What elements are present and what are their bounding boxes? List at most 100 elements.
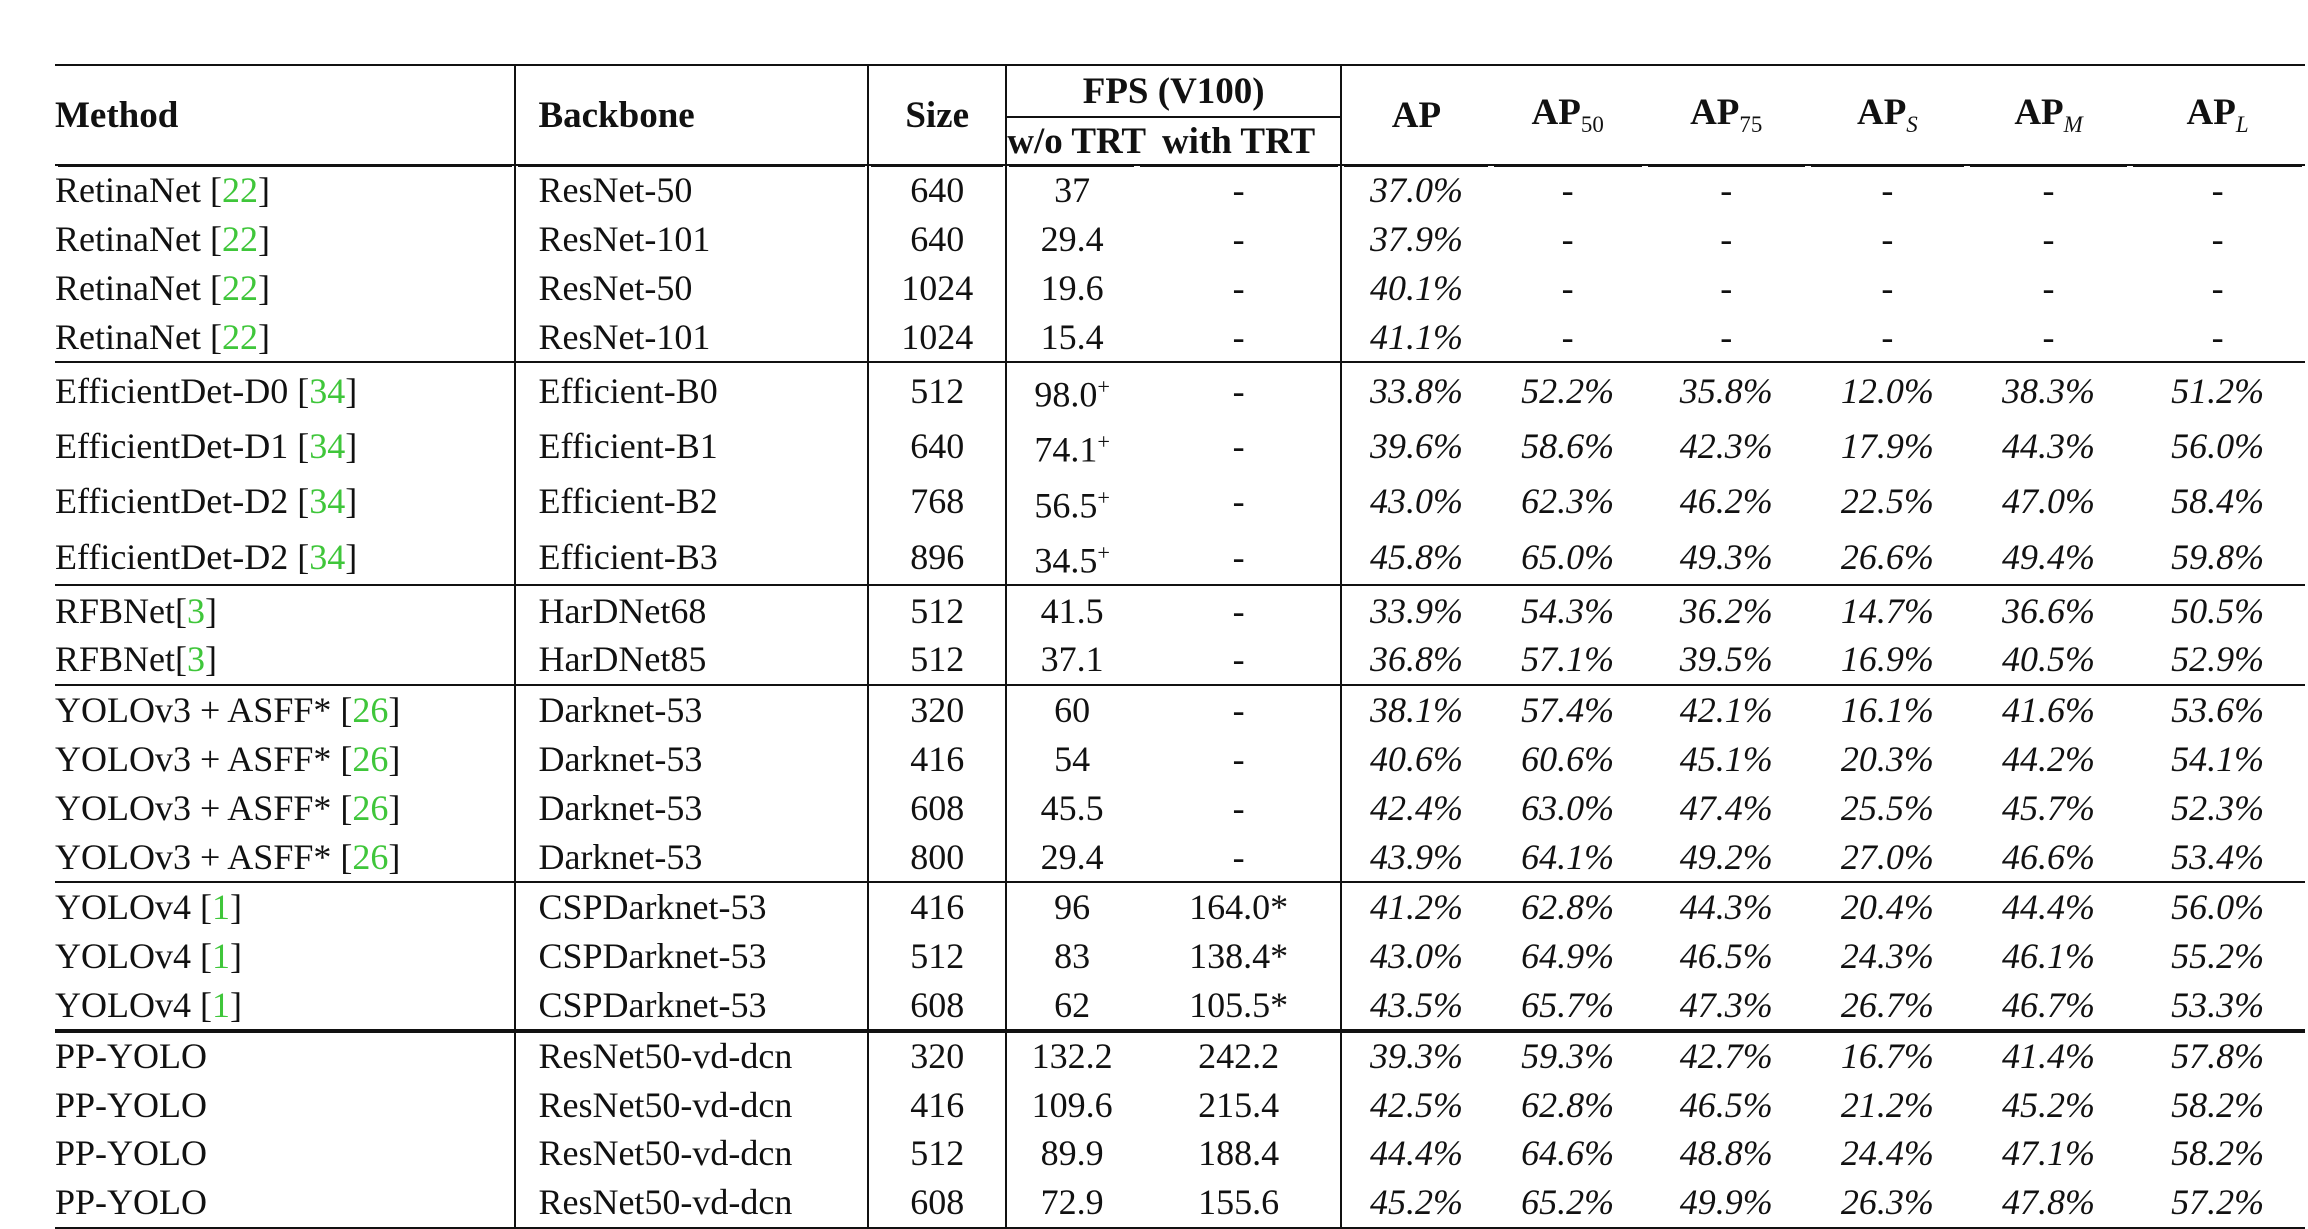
cell-apm: 38.3% — [1966, 361, 2131, 419]
method-name: RetinaNet — [55, 267, 201, 308]
cell-aps: 14.7% — [1807, 584, 1967, 636]
header-apl-base: AP — [2186, 92, 2236, 134]
cell-fps-with: 138.4* — [1189, 936, 1289, 977]
cell-method: RetinaNet [22] — [55, 219, 270, 260]
table-row: RetinaNet [22] ResNet-101 1024 15.4 - 41.1% - -… — [55, 312, 2305, 363]
cell-apm: - — [2042, 316, 2055, 357]
citation-link[interactable]: 1 — [211, 985, 230, 1026]
cell-ap: 43.9% — [1340, 832, 1491, 883]
cell-method: PP-YOLO — [55, 1129, 515, 1178]
cell-ap50: 65.7% — [1521, 985, 1615, 1026]
cell-method: EfficientDet-D2 [34] — [55, 481, 358, 522]
header-ap75: AP75 — [1644, 64, 1808, 166]
fps-value: 56.5 — [1034, 484, 1098, 525]
fps-value: 29.4 — [1040, 219, 1104, 260]
fps-value: 37.1 — [1040, 639, 1104, 680]
citation-link[interactable]: 26 — [352, 739, 389, 780]
cell-ap75: - — [1720, 170, 1733, 211]
cell-apm: 46.1% — [2002, 936, 2096, 977]
method-name: YOLOv3 + ASFF* — [55, 690, 332, 731]
cell-apl: 51.2% — [2130, 361, 2305, 419]
cell-apl: 57.2% — [2130, 1177, 2305, 1229]
citation-link[interactable]: 1 — [211, 936, 230, 977]
cell-apl: - — [2211, 170, 2224, 211]
cell-apl: 58.2% — [2171, 1084, 2265, 1125]
cell-method: YOLOv4 [1] — [55, 881, 516, 932]
cell-aps: 16.7% — [1807, 1029, 1967, 1081]
cell-ap75: - — [1720, 267, 1733, 308]
cell-apm: - — [2042, 267, 2055, 308]
citation-link[interactable]: 34 — [309, 426, 346, 467]
cell-backbone: Darknet-53 — [514, 783, 869, 833]
cell-fps-with: - — [1232, 739, 1245, 780]
method-name: RetinaNet — [55, 170, 201, 211]
method-name: RetinaNet — [55, 219, 201, 260]
cell-fps-wo: 29.4 — [1005, 214, 1138, 264]
cell-backbone: ResNet50-vd-dcn — [514, 1080, 869, 1130]
cell-fps-wo: 83 — [1005, 931, 1138, 981]
fps-value: 109.6 — [1031, 1084, 1113, 1125]
cell-size: 768 — [867, 473, 1007, 529]
cell-ap50: 54.3% — [1490, 584, 1645, 636]
citation-link[interactable]: 34 — [309, 481, 346, 522]
header-apm: APM — [1966, 64, 2131, 166]
method-name: EfficientDet-D2 — [55, 481, 289, 522]
citation-link[interactable]: 22 — [221, 267, 258, 308]
cell-apl: 56.0% — [2130, 881, 2305, 932]
cell-aps: 16.1% — [1807, 683, 1967, 735]
citation-link[interactable]: 34 — [309, 536, 346, 577]
fps-value: 62 — [1054, 985, 1091, 1026]
cell-fps-wo: 74.1+ — [1005, 418, 1138, 474]
table-row: EfficientDet-D2 [34] Efficient-B3 896 34.5+… — [55, 528, 2305, 586]
table-row: EfficientDet-D1 [34] Efficient-B1 640 74.1+… — [55, 418, 2305, 474]
cell-ap50: 59.3% — [1490, 1029, 1645, 1081]
cell-size: 416 — [867, 734, 1007, 784]
cell-apl: 58.4% — [2171, 481, 2265, 522]
cell-fps-wo: 54 — [1005, 734, 1138, 784]
cell-ap75: - — [1720, 219, 1733, 260]
table-row: YOLOv4 [1] CSPDarknet-53 416 96 164.0* 41.2% 6… — [55, 881, 2305, 932]
citation-link[interactable]: 1 — [211, 887, 230, 928]
cell-ap: 43.5% — [1340, 980, 1491, 1031]
cell-size: 608 — [867, 783, 1007, 833]
citation-link[interactable]: 22 — [221, 316, 258, 357]
cell-fps-with: - — [1137, 683, 1342, 735]
cell-backbone: CSPDarknet-53 — [514, 931, 869, 981]
cell-aps: 27.0% — [1840, 836, 1934, 877]
cell-apm: 45.7% — [2002, 787, 2096, 828]
cell-size: 608 — [867, 1177, 1007, 1229]
cell-aps: 25.5% — [1840, 787, 1934, 828]
cell-fps-with: 215.4 — [1198, 1084, 1280, 1125]
cell-ap: 41.1% — [1340, 312, 1491, 363]
cell-fps-wo: 34.5+ — [1005, 528, 1138, 586]
cell-apl: 57.8% — [2130, 1029, 2305, 1081]
citation-link[interactable]: 34 — [309, 370, 346, 411]
fps-value: 37 — [1054, 170, 1091, 211]
header-ap50: AP50 — [1490, 64, 1645, 166]
cell-aps: 20.4% — [1807, 881, 1967, 932]
citation-link[interactable]: 22 — [221, 219, 258, 260]
citation-link[interactable]: 26 — [352, 787, 389, 828]
table-row: EfficientDet-D2 [34] Efficient-B2 768 56.5+… — [55, 473, 2305, 529]
citation-link[interactable]: 3 — [187, 639, 206, 680]
cell-ap50: 62.3% — [1521, 481, 1615, 522]
table-row: RetinaNet [22] ResNet-50 1024 19.6 - 40.1% - - -… — [55, 263, 2305, 313]
citation-link[interactable]: 26 — [352, 836, 389, 877]
citation-link[interactable]: 26 — [352, 690, 389, 731]
citation-link[interactable]: 22 — [221, 170, 258, 211]
cell-fps-wo: 89.9 — [1005, 1129, 1138, 1178]
cell-backbone: Darknet-53 — [514, 832, 869, 883]
cell-ap75: 47.3% — [1679, 985, 1773, 1026]
fps-value: 72.9 — [1040, 1182, 1104, 1223]
header-row-1: Method Backbone Size FPS (V100) AP AP50 … — [55, 64, 2305, 166]
cell-apl: 53.3% — [2171, 985, 2265, 1026]
cell-aps: 21.2% — [1840, 1084, 1934, 1125]
fps-value: 74.1 — [1034, 429, 1098, 470]
cell-fps-with: 105.5* — [1189, 985, 1289, 1026]
cell-ap50: 57.4% — [1490, 683, 1645, 735]
method-name: EfficientDet-D1 — [55, 426, 289, 467]
citation-link[interactable]: 3 — [187, 590, 206, 631]
cell-backbone: HarDNet85 — [514, 635, 869, 685]
cell-ap: 40.6% — [1340, 734, 1491, 784]
cell-apm: 46.7% — [2002, 985, 2096, 1026]
